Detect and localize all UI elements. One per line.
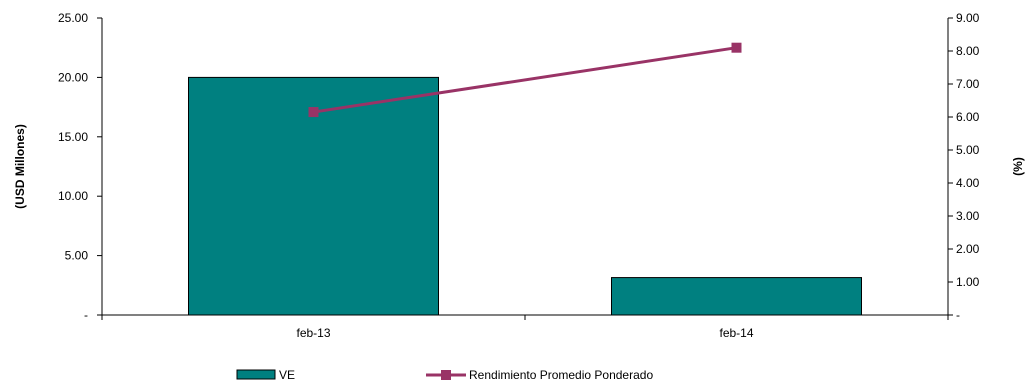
legend-label-ve: VE bbox=[279, 368, 295, 382]
bar-feb-14 bbox=[611, 277, 862, 316]
y-left-tick-label: 5.00 bbox=[65, 249, 89, 263]
line-point-feb-14 bbox=[731, 42, 742, 53]
y-right-tick-label: 9.00 bbox=[956, 11, 980, 25]
y-right-tick-label: 7.00 bbox=[956, 77, 980, 91]
y-right-axis-title: (%) bbox=[1011, 157, 1025, 176]
line-series-rendimiento bbox=[313, 46, 737, 114]
y-right-tick-label: 8.00 bbox=[956, 44, 980, 58]
y-right-tick-label: 1.00 bbox=[956, 275, 980, 289]
line-point-feb-13 bbox=[308, 107, 319, 118]
x-tick-label-feb-13: feb-13 bbox=[296, 326, 330, 340]
y-left-tick-label: - bbox=[84, 308, 88, 322]
y-right-tick-label: - bbox=[956, 308, 960, 322]
y-left-tick-label: 25.00 bbox=[58, 11, 88, 25]
y-right-tick-label: 2.00 bbox=[956, 242, 980, 256]
y-left-axis-title: (USD Millones) bbox=[13, 124, 27, 209]
y-left-tick-label: 20.00 bbox=[58, 70, 88, 84]
y-left-tick-label: 10.00 bbox=[58, 189, 88, 203]
legend-swatch-ve bbox=[236, 369, 276, 380]
y-right-tick-label: 3.00 bbox=[956, 209, 980, 223]
y-right-tick-label: 6.00 bbox=[956, 110, 980, 124]
y-right-tick-label: 5.00 bbox=[956, 143, 980, 157]
legend-label-rendimiento: Rendimiento Promedio Ponderado bbox=[469, 368, 653, 382]
x-tick-label-feb-14: feb-14 bbox=[719, 326, 753, 340]
y-right-tick-label: 4.00 bbox=[956, 176, 980, 190]
y-left-tick-label: 15.00 bbox=[58, 130, 88, 144]
legend-swatch-marker bbox=[441, 370, 451, 380]
